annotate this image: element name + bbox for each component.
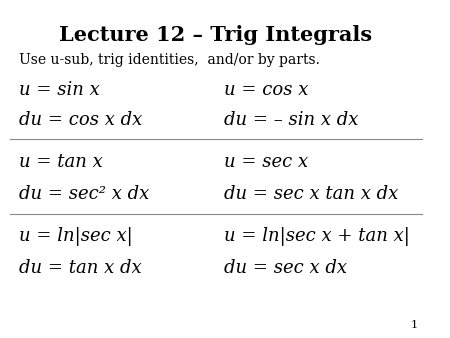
Text: u = tan x: u = tan x [18,153,102,171]
Text: Lecture 12 – Trig Integrals: Lecture 12 – Trig Integrals [59,25,372,45]
Text: u = ln|sec x|: u = ln|sec x| [18,226,132,245]
Text: Use u-sub, trig identities,  and/or by parts.: Use u-sub, trig identities, and/or by pa… [18,53,319,67]
Text: du = cos x dx: du = cos x dx [18,112,142,129]
Text: u = sin x: u = sin x [18,81,99,99]
Text: du = – sin x dx: du = – sin x dx [225,112,359,129]
Text: du = sec x tan x dx: du = sec x tan x dx [225,185,399,203]
Text: du = sec x dx: du = sec x dx [225,259,347,277]
Text: u = ln|sec x + tan x|: u = ln|sec x + tan x| [225,226,410,245]
Text: 1: 1 [410,320,417,330]
Text: u = sec x: u = sec x [225,153,308,171]
Text: du = sec² x dx: du = sec² x dx [18,185,149,203]
Text: du = tan x dx: du = tan x dx [18,259,141,277]
Text: u = cos x: u = cos x [225,81,309,99]
